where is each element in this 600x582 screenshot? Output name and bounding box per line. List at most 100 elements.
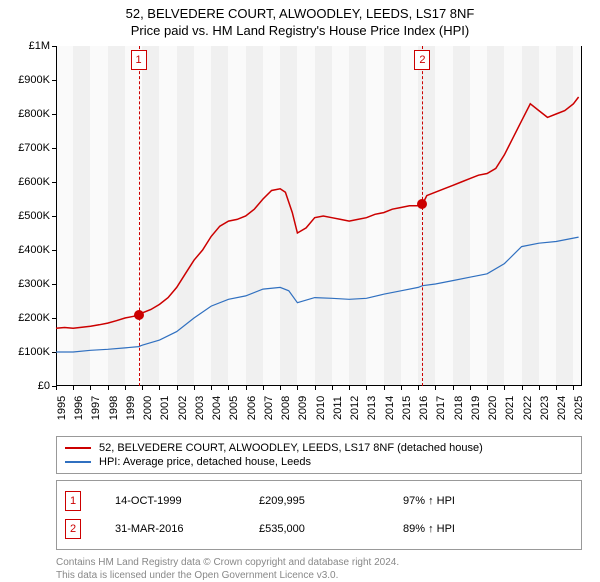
y-tick <box>52 114 56 115</box>
y-tick-label: £900K <box>18 74 50 86</box>
event-vline <box>422 46 423 386</box>
y-tick <box>52 216 56 217</box>
y-tick-label: £100K <box>18 346 50 358</box>
x-tick <box>211 386 212 390</box>
x-tick-label: 2002 <box>177 396 189 420</box>
x-tick <box>573 386 574 390</box>
footer-line-2: This data is licensed under the Open Gov… <box>56 569 582 582</box>
y-tick-label: £1M <box>29 40 50 52</box>
y-tick <box>52 284 56 285</box>
x-tick <box>384 386 385 390</box>
x-tick-label: 2024 <box>556 396 568 420</box>
y-tick <box>52 80 56 81</box>
x-tick-label: 2017 <box>435 396 447 420</box>
x-tick <box>142 386 143 390</box>
y-tick <box>52 148 56 149</box>
y-tick <box>52 182 56 183</box>
y-tick <box>52 318 56 319</box>
y-tick-label: £500K <box>18 210 50 222</box>
events-table: 114-OCT-1999£209,99597% ↑ HPI231-MAR-201… <box>56 480 582 550</box>
x-tick <box>228 386 229 390</box>
x-tick-label: 2022 <box>522 396 534 420</box>
x-tick <box>556 386 557 390</box>
event-row-number: 2 <box>65 519 81 539</box>
y-tick-label: £700K <box>18 142 50 154</box>
event-price: £209,995 <box>259 495 369 507</box>
plot-area: £0£100K£200K£300K£400K£500K£600K£700K£80… <box>56 46 582 386</box>
event-date: 14-OCT-1999 <box>115 495 225 507</box>
y-tick-label: £0 <box>38 380 50 392</box>
x-tick <box>315 386 316 390</box>
x-tick <box>73 386 74 390</box>
x-tick-label: 2020 <box>487 396 499 420</box>
x-tick-label: 2013 <box>366 396 378 420</box>
event-row: 114-OCT-1999£209,99597% ↑ HPI <box>65 487 573 515</box>
x-tick <box>246 386 247 390</box>
legend-block: 52, BELVEDERE COURT, ALWOODLEY, LEEDS, L… <box>56 436 582 474</box>
legend-row: HPI: Average price, detached house, Leed… <box>65 455 573 469</box>
x-tick-label: 2019 <box>470 396 482 420</box>
series-line-hpi <box>56 237 579 352</box>
x-tick-label: 1996 <box>73 396 85 420</box>
x-tick <box>522 386 523 390</box>
x-tick <box>177 386 178 390</box>
x-tick <box>453 386 454 390</box>
chart-container: 52, BELVEDERE COURT, ALWOODLEY, LEEDS, L… <box>0 0 600 582</box>
legend-swatch <box>65 447 91 449</box>
event-number-box: 1 <box>131 50 147 70</box>
x-tick <box>504 386 505 390</box>
x-tick-label: 2009 <box>297 396 309 420</box>
footer-line-1: Contains HM Land Registry data © Crown c… <box>56 556 582 569</box>
x-tick <box>90 386 91 390</box>
event-vline <box>139 46 140 386</box>
x-tick-label: 2021 <box>504 396 516 420</box>
x-tick-label: 2006 <box>246 396 258 420</box>
chart-subtitle: Price paid vs. HM Land Registry's House … <box>0 23 600 38</box>
legend: 52, BELVEDERE COURT, ALWOODLEY, LEEDS, L… <box>56 436 582 474</box>
x-tick <box>401 386 402 390</box>
x-tick <box>280 386 281 390</box>
x-tick-label: 2011 <box>332 396 344 420</box>
x-tick-label: 2008 <box>280 396 292 420</box>
x-tick-label: 2000 <box>142 396 154 420</box>
x-tick <box>332 386 333 390</box>
x-tick-label: 2005 <box>228 396 240 420</box>
x-tick-label: 1998 <box>108 396 120 420</box>
x-tick <box>159 386 160 390</box>
x-tick <box>487 386 488 390</box>
event-number-box: 2 <box>414 50 430 70</box>
x-tick-label: 2010 <box>315 396 327 420</box>
x-tick-label: 2012 <box>349 396 361 420</box>
y-tick-label: £300K <box>18 278 50 290</box>
event-hpi: 89% ↑ HPI <box>403 523 513 535</box>
x-tick-label: 2016 <box>418 396 430 420</box>
x-tick-label: 2014 <box>384 396 396 420</box>
x-tick <box>125 386 126 390</box>
chart-title: 52, BELVEDERE COURT, ALWOODLEY, LEEDS, L… <box>0 6 600 21</box>
x-tick <box>297 386 298 390</box>
y-tick <box>52 250 56 251</box>
y-tick-label: £800K <box>18 108 50 120</box>
event-price: £535,000 <box>259 523 369 535</box>
series-line-property <box>56 97 579 328</box>
legend-swatch <box>65 461 91 463</box>
legend-row: 52, BELVEDERE COURT, ALWOODLEY, LEEDS, L… <box>65 441 573 455</box>
x-tick <box>194 386 195 390</box>
x-tick <box>418 386 419 390</box>
x-tick <box>366 386 367 390</box>
x-tick <box>470 386 471 390</box>
x-tick <box>349 386 350 390</box>
chart-titles: 52, BELVEDERE COURT, ALWOODLEY, LEEDS, L… <box>0 0 600 38</box>
legend-label: 52, BELVEDERE COURT, ALWOODLEY, LEEDS, L… <box>99 442 483 454</box>
event-row-number: 1 <box>65 491 81 511</box>
x-tick-label: 2015 <box>401 396 413 420</box>
event-marker <box>134 310 144 320</box>
x-tick-label: 2001 <box>159 396 171 420</box>
x-tick <box>56 386 57 390</box>
x-tick-label: 1999 <box>125 396 137 420</box>
y-tick-label: £600K <box>18 176 50 188</box>
y-tick-label: £400K <box>18 244 50 256</box>
x-tick-label: 1995 <box>56 396 68 420</box>
x-tick-label: 2003 <box>194 396 206 420</box>
chart-svg <box>56 46 582 386</box>
